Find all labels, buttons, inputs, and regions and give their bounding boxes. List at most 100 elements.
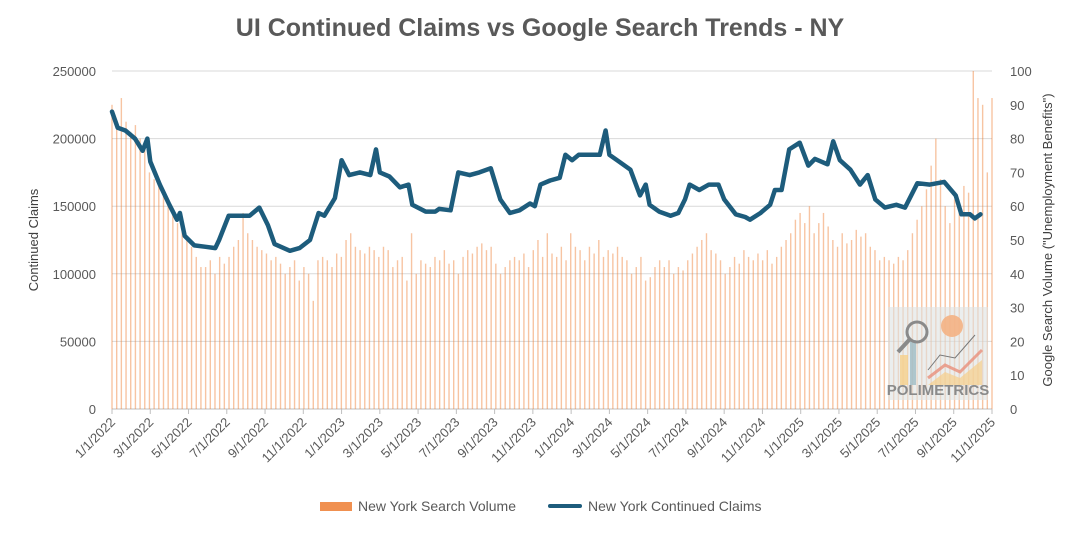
search-volume-bar [251, 240, 254, 409]
search-volume-bar [644, 280, 647, 409]
search-volume-bar [574, 246, 577, 409]
search-volume-bar [317, 260, 319, 409]
search-volume-bar [181, 219, 183, 409]
search-volume-bar [148, 172, 151, 409]
search-volume-bar [434, 256, 436, 409]
search-volume-bar [335, 253, 338, 409]
search-volume-bar [247, 233, 249, 409]
search-volume-bar [986, 172, 989, 409]
search-volume-bar [527, 267, 530, 409]
search-volume-bar [808, 206, 811, 409]
search-volume-bar [495, 263, 497, 409]
search-volume-bar [509, 260, 511, 409]
search-volume-bar [612, 253, 614, 409]
search-volume-bar [963, 185, 965, 409]
search-volume-bar [804, 223, 806, 409]
search-volume-bar [598, 240, 600, 409]
search-volume-bar [190, 246, 193, 409]
y2-tick-label: 30 [1010, 301, 1024, 316]
search-volume-bar [134, 125, 137, 409]
search-volume-bar [364, 253, 366, 409]
search-volume-bar [518, 260, 520, 409]
search-volume-bar [200, 267, 202, 409]
search-volume-bar [593, 253, 595, 409]
search-volume-bar [682, 270, 684, 409]
search-volume-bar [387, 250, 389, 409]
search-volume-bar [719, 260, 722, 409]
search-volume-bar [850, 240, 853, 409]
search-volume-bar [822, 212, 825, 409]
legend-item-continued-claims[interactable]: New York Continued Claims [548, 498, 762, 514]
x-tick-label: 5/1/2025 [837, 415, 883, 461]
x-tick-label: 5/1/2022 [148, 415, 194, 461]
search-volume-bar [977, 98, 979, 409]
search-volume-bar [326, 260, 329, 409]
search-volume-bar [321, 256, 324, 409]
search-volume-bar [462, 256, 464, 409]
search-volume-bar [752, 260, 754, 409]
search-volume-bar [560, 246, 563, 409]
right-axis-ticks: 0 10 20 30 40 50 60 70 80 90 100 [1010, 64, 1032, 417]
search-volume-bar [841, 233, 843, 409]
search-volume-bar [176, 223, 179, 409]
search-volume-bar [799, 212, 801, 409]
search-volume-bar [242, 212, 244, 409]
search-volume-bar [115, 121, 118, 409]
y2-tick-label: 20 [1010, 334, 1024, 349]
search-volume-bar [158, 185, 160, 409]
y2-tick-label: 40 [1010, 267, 1024, 282]
search-volume-bar [738, 263, 740, 409]
search-volume-bar [658, 260, 661, 409]
search-volume-bar [214, 273, 216, 409]
search-volume-bar [354, 246, 357, 409]
search-volume-bar [340, 256, 343, 409]
y-tick-label: 150000 [53, 199, 96, 214]
polimetrics-watermark: POLIMETRICS [887, 307, 990, 400]
search-volume-bar [991, 98, 993, 409]
search-volume-bar [818, 223, 820, 409]
search-volume-bar [485, 250, 488, 409]
search-volume-bar [701, 240, 703, 409]
search-volume-bar [616, 246, 619, 409]
search-volume-bar [864, 233, 867, 409]
search-volume-bar [654, 267, 656, 409]
search-volume-bar [696, 246, 698, 409]
x-tick-label: 1/1/2024 [531, 415, 577, 461]
search-volume-bar [565, 260, 567, 409]
search-volume-bar [350, 233, 352, 409]
search-volume-bar [111, 104, 113, 410]
search-volume-bar [673, 273, 675, 409]
legend-line-swatch [548, 504, 582, 508]
search-volume-bar [504, 267, 506, 409]
search-volume-bar [153, 179, 155, 409]
search-volume-bar [204, 267, 207, 409]
search-volume-bar [453, 260, 455, 409]
search-volume-bar [555, 256, 558, 409]
search-volume-bar [467, 250, 469, 409]
search-volume-bar [827, 226, 829, 409]
search-volume-bar [130, 131, 132, 409]
search-volume-bar [307, 273, 310, 409]
legend-item-search-volume[interactable]: New York Search Volume [320, 498, 516, 514]
x-axis-ticks: 1/1/20223/1/20225/1/20227/1/20229/1/2022… [72, 409, 998, 465]
search-volume-bar [195, 256, 197, 409]
search-volume-bar [649, 277, 651, 409]
search-volume-bar [368, 246, 371, 409]
search-volume-bar [537, 240, 539, 409]
search-volume-bar [378, 256, 380, 409]
search-volume-bar [546, 233, 549, 409]
search-volume-bar [836, 246, 839, 409]
svg-text:POLIMETRICS: POLIMETRICS [887, 382, 990, 399]
search-volume-bar [953, 199, 956, 409]
search-volume-bar [794, 219, 797, 409]
search-volume-bar [757, 253, 759, 409]
search-volume-bar [120, 98, 123, 409]
search-volume-bar [729, 267, 731, 409]
search-volume-bar [570, 233, 572, 409]
search-volume-bar [584, 260, 586, 409]
search-volume-bar [162, 192, 165, 409]
x-tick-label: 7/1/2022 [187, 415, 233, 461]
search-volume-bar [481, 243, 483, 409]
x-tick-label: 7/1/2025 [875, 415, 921, 461]
